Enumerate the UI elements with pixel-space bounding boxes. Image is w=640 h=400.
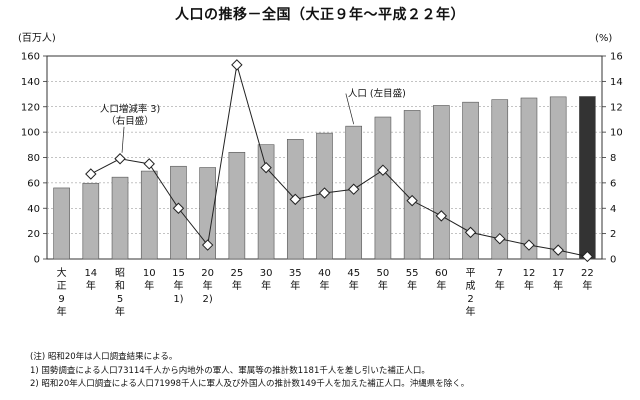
annotations: 人口増減率 3)（右目盛） 人口 (左目盛) [100,88,406,153]
growth-rate-marker [464,226,477,239]
footnote-intro: (注) 昭和20年は人口調査結果による。 [30,352,178,362]
population-bar [111,176,129,260]
x-tick-label: 12 年 [523,268,536,292]
growth-rate-line [85,59,594,263]
left-tick-label: 0 [34,255,40,266]
right-axis-unit: (%) [595,33,612,44]
left-tick-label: 40 [27,204,40,215]
x-tick-label: 55 年 [406,268,419,292]
growth-rate-marker [494,232,506,245]
x-tick-label: 30 年 [260,268,273,292]
footnote-1: 1) 国勢調査による人口73114千人から内地外の軍人、軍属等の推計数1181千… [30,365,430,376]
left-tick-label: 120 [21,102,40,113]
x-tick-label: 45 年 [347,268,360,292]
population-bar [82,182,100,260]
growth-rate-marker [114,153,126,165]
left-tick-label: 160 [21,52,40,63]
x-tick-label: 25 年 [231,268,244,292]
axes: 0 20 40 60 80 100 120 140 160 0 2 4 6 8 10 12 14 16 (百万人) (… [18,32,623,266]
population-bar [257,144,275,260]
population-bar [520,97,538,260]
growth-rate-marker [348,183,360,195]
population-chart: 0 20 40 60 80 100 120 140 160 0 2 4 6 8 10 12 14 16 (百万人) (… [18,32,623,318]
growth-rate-marker [581,250,594,263]
population-bar [579,96,596,260]
growth-rate-marker [318,187,331,199]
growth-rate-marker [143,158,155,170]
growth-rate-marker [201,239,214,251]
left-tick-label: 80 [27,153,40,164]
x-tick-label: 昭和 5 年 [115,267,125,318]
left-tick-label: 20 [27,229,40,240]
annotation-growth-rate-pointer [121,126,125,153]
population-bar [549,96,567,260]
left-tick-label: 100 [21,128,40,139]
x-tick-label: 50 年 [377,268,390,292]
annotation-population: 人口 (左目盛) [348,88,406,100]
growth-rate-marker [85,168,97,180]
growth-rate-marker [406,194,418,207]
population-bar [433,105,450,260]
axis-labels: 大正 9 年 14 年 昭和 5 年 10 年 15 年 1) 20 年 2) 25 年 30 年 35 年 40 年 45 年 5… [57,266,594,318]
annotation-growth-rate: 人口増減率 3)（右目盛） [100,103,160,127]
x-tick-label: 大正 9 年 [57,266,67,318]
growth-rate-marker [260,161,272,174]
right-tick-label: 16 [610,52,623,63]
growth-rate-marker [172,202,185,214]
population-bar [53,187,70,260]
x-tick-label: 17 年 [552,268,565,292]
x-tick-label: 平成 2 年 [466,268,476,318]
x-tick-label: 60 年 [435,268,448,292]
x-tick-label: 15 年 1) [172,268,185,305]
left-tick-label: 60 [27,178,40,189]
population-bar [491,99,509,260]
x-tick-label: 14 年 [84,268,97,292]
right-tick-label: 0 [610,255,616,266]
annotation-population-pointer [345,93,355,125]
x-tick-label: 22 年 [581,268,594,292]
right-tick-label: 6 [610,178,616,189]
growth-rate-marker [552,244,564,256]
left-axis-unit: (百万人) [18,32,56,44]
growth-rate-marker [289,193,301,206]
right-tick-label: 10 [610,128,623,139]
page-title: 人口の推移－全国（大正９年～平成２２年） [175,7,465,23]
right-tick-label: 8 [610,153,616,164]
population-bar [140,170,158,260]
growth-rate-polyline [90,64,588,257]
population-bar [374,116,392,260]
right-tick-label: 2 [610,229,616,240]
population-bar [403,110,421,260]
x-tick-label: 35 年 [289,268,302,292]
x-tick-label: 40 年 [318,268,331,292]
right-tick-label: 12 [610,102,623,113]
population-bar [199,167,216,260]
left-tick-label: 140 [21,77,40,88]
right-tick-label: 14 [610,77,623,88]
population-bar [228,151,246,260]
growth-rate-marker [377,164,389,176]
population-bar [462,101,479,260]
growth-rate-marker [231,59,243,71]
growth-rate-marker [523,239,535,251]
right-tick-label: 4 [610,204,616,215]
footnote-2: 2) 昭和20年人口調査による人口71998千人に軍人及び外国人の推計数149千… [30,379,470,389]
footnotes: (注) 昭和20年は人口調査結果による。 1) 国勢調査による人口73114千人… [30,351,630,392]
x-tick-label: 10 年 [143,268,156,292]
growth-rate-marker [435,210,448,222]
x-tick-label: 20 年 2) [201,268,214,305]
